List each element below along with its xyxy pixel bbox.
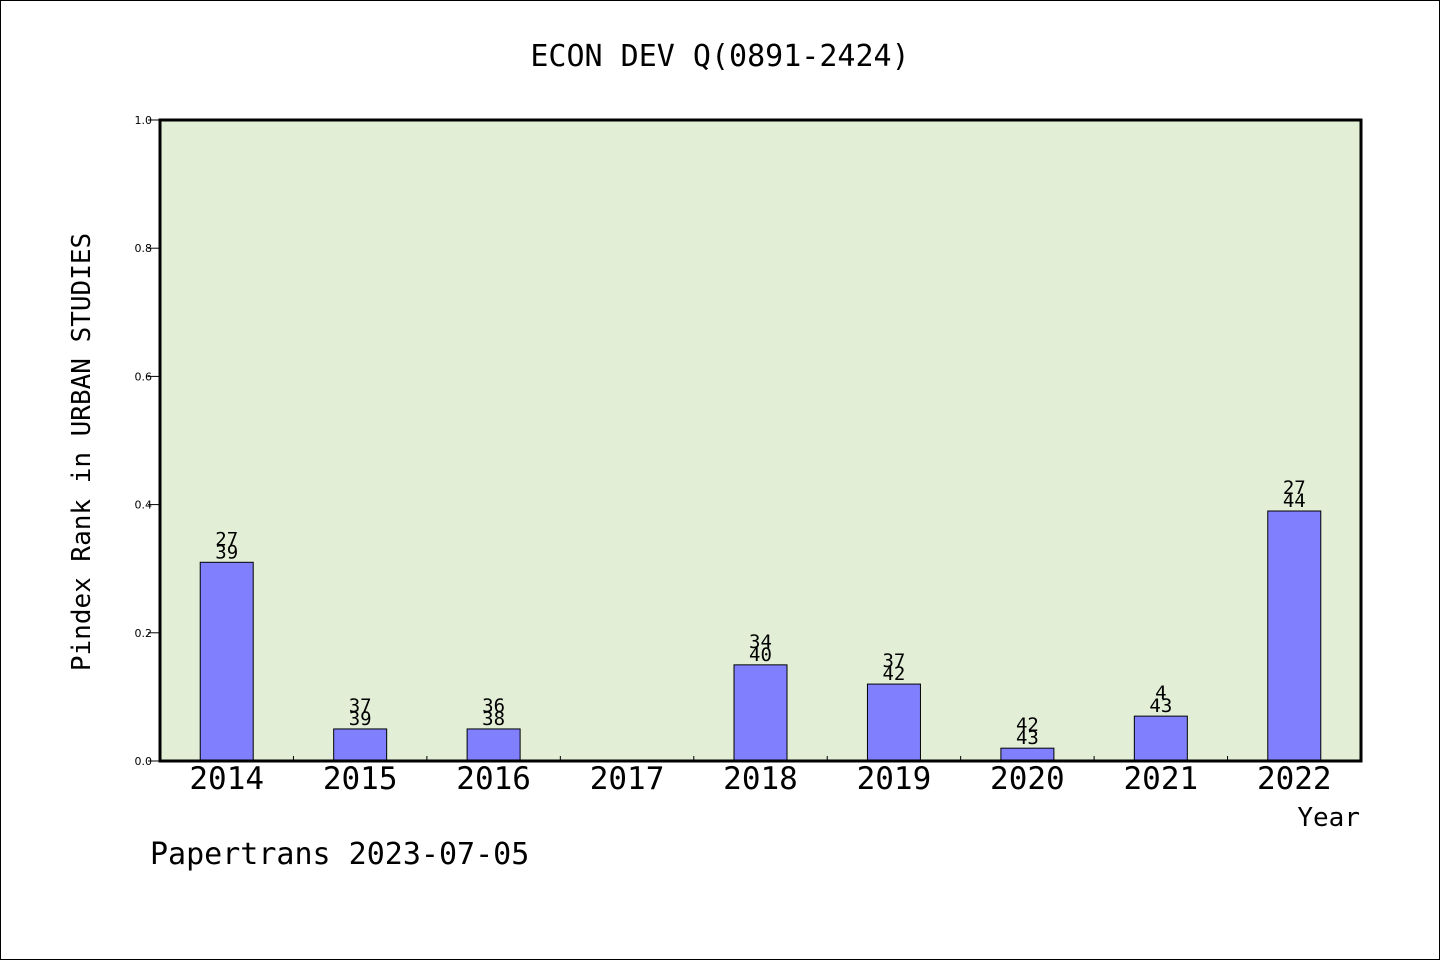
bar (1267, 510, 1322, 762)
x-tick-label: 2014 (189, 761, 264, 797)
y-axis-label: Pindex Rank in URBAN STUDIES (67, 233, 97, 671)
bar-rank-label: 36 (482, 695, 505, 717)
y-tick-label: 0.8 (135, 242, 153, 255)
x-tick-label: 2015 (323, 761, 398, 797)
x-tick-label: 2020 (990, 761, 1065, 797)
bar (333, 728, 388, 762)
bar-rank-label: 4 (1155, 682, 1166, 704)
bar (866, 683, 921, 762)
x-axis-label: Year (1297, 803, 1360, 833)
bar-rank-label: 37 (349, 695, 372, 717)
bar-rank-label: 34 (749, 631, 772, 653)
bar-rank-label: 27 (1283, 477, 1306, 499)
x-tick-label: 2022 (1257, 761, 1332, 797)
plot-border (158, 118, 1363, 763)
bar-total-label: 39 (215, 541, 238, 563)
x-tick-label: 2017 (590, 761, 665, 797)
bar (1000, 747, 1055, 762)
bar-rank-label: 42 (1016, 714, 1039, 736)
bar-total-label: 43 (1149, 695, 1172, 717)
footer-text: Papertrans 2023-07-05 (150, 837, 529, 872)
chart-title: ECON DEV Q(0891-2424) (530, 39, 909, 74)
x-tick-label: 2021 (1124, 761, 1199, 797)
bar (1133, 715, 1188, 762)
bar (733, 664, 788, 762)
y-tick-label: 0.2 (135, 627, 153, 640)
bar (199, 561, 254, 762)
y-tick-label: 1.0 (135, 114, 153, 127)
bar-rank-label: 27 (215, 528, 238, 550)
y-tick-label: 0.6 (135, 370, 153, 383)
bar-total-label: 44 (1283, 490, 1306, 512)
bar-total-label: 42 (882, 663, 905, 685)
plot-area (160, 120, 1361, 761)
bar (466, 728, 521, 762)
bar-total-label: 43 (1016, 727, 1039, 749)
bar-total-label: 39 (349, 708, 372, 730)
y-tick-label: 0.0 (135, 755, 153, 768)
x-tick-label: 2018 (723, 761, 798, 797)
bar-rank-label: 37 (882, 650, 905, 672)
y-tick-label: 0.4 (135, 499, 153, 512)
x-tick-label: 2016 (456, 761, 531, 797)
x-tick-label: 2019 (857, 761, 932, 797)
bar-total-label: 38 (482, 708, 505, 730)
bar-total-label: 40 (749, 644, 772, 666)
